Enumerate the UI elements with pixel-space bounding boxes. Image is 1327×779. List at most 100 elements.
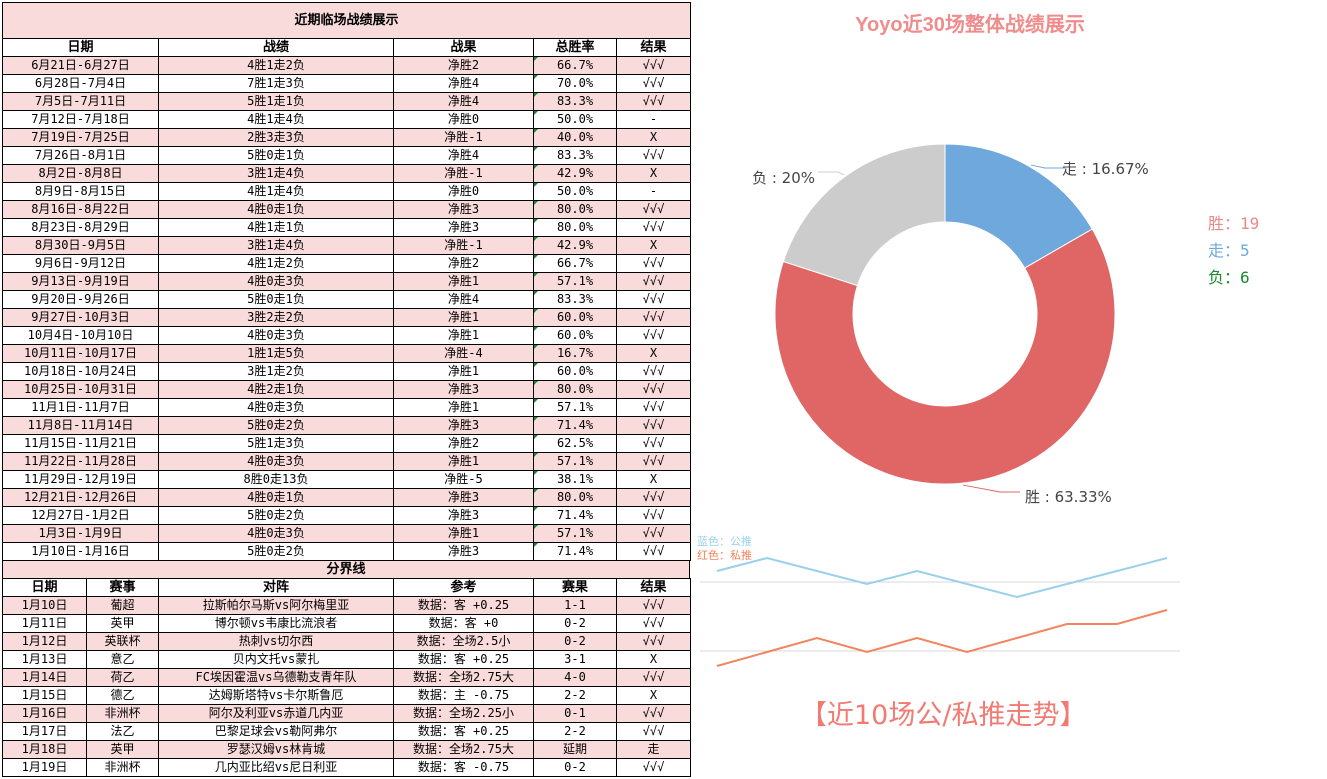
table-cell: 净胜1 (393, 362, 534, 381)
table-cell: 1-1 (533, 596, 617, 615)
table-row: 7月19日-7月25日 2胜3走3负 净胜-1 40.0% X (2, 128, 692, 147)
table-cell: 净胜1 (393, 272, 534, 291)
table-cell: √√√ (615, 146, 692, 165)
series-line-0 (716, 556, 1168, 599)
table-cell: 60.0% (533, 362, 617, 381)
table-cell: 英甲 (86, 740, 159, 759)
table-cell: X (615, 470, 692, 489)
table-cell: 3-1 (533, 650, 617, 669)
table-cell: √√√ (615, 290, 692, 309)
table-cell: 40.0% (533, 128, 617, 147)
pie-chart-title: Yoyo近30场整体战绩展示 (855, 14, 1085, 36)
table-cell: 12月21日-12月26日 (2, 488, 159, 507)
table-cell: X (616, 686, 691, 705)
table-cell: - (615, 110, 692, 129)
trend-chart (700, 556, 1180, 667)
table-row: 8月2日-8月8日 3胜1走4负 净胜-1 42.9% X (2, 164, 692, 183)
table-row: 8月23日-8月29日 4胜1走1负 净胜3 80.0% √√√ (2, 218, 692, 237)
table-cell: 净胜4 (393, 290, 534, 309)
column-header: 战绩 (158, 38, 394, 57)
series-line-1 (716, 609, 1168, 667)
table-row: 6月28日-7月4日 7胜1走3负 净胜4 70.0% √√√ (2, 74, 692, 93)
table-cell: √√√ (615, 398, 692, 417)
table-row: 7月12日-7月18日 4胜1走4负 净胜0 50.0% - (2, 110, 692, 129)
table-row: 12月27日-1月2日 5胜0走2负 净胜3 71.4% √√√ (2, 506, 692, 525)
leader-line (962, 484, 1020, 493)
table-cell: 71.4% (533, 506, 617, 525)
table-cell: 净胜-4 (393, 344, 534, 363)
table-cell: √√√ (615, 416, 692, 435)
table-cell: 意乙 (86, 650, 159, 669)
table-cell: 巴黎足球会vs勒阿弗尔 (158, 722, 394, 741)
table-cell: 83.3% (533, 146, 617, 165)
table-cell: 83.3% (533, 92, 617, 111)
table-cell: 3胜1走2负 (158, 362, 394, 381)
table-cell: 1月17日 (2, 722, 87, 741)
table-header: 日期 战绩 战果 总胜率 结果 (2, 38, 692, 57)
table-cell: √√√ (616, 614, 691, 633)
table-row: 11月29日-12月19日 8胜0走13负 净胜-5 38.1% X (2, 470, 692, 489)
table-cell: 60.0% (533, 326, 617, 345)
table-cell: √√√ (616, 632, 691, 651)
table-cell: √√√ (615, 200, 692, 219)
table-cell: √√√ (615, 308, 692, 327)
table-cell: 几内亚比绍vs尼日利亚 (158, 758, 394, 777)
table-cell: 净胜1 (393, 326, 534, 345)
table-cell: 非洲杯 (86, 758, 159, 777)
table-cell: 2-2 (533, 686, 617, 705)
table-cell: 葡超 (86, 596, 159, 615)
table-cell: 净胜4 (393, 146, 534, 165)
table-row: 1月11日 英甲 博尔顿vs韦康比流浪者 数据：客 +0 0-2 √√√ (2, 614, 691, 633)
table-cell: X (616, 650, 691, 669)
table-row: 1月18日 英甲 罗瑟汉姆vs林肯城 数据：全场2.75大 延期走 (2, 740, 691, 759)
table-row: 10月25日-10月31日 4胜2走1负 净胜3 80.0% √√√ (2, 380, 692, 399)
slice-label: 胜 : 63.33% (1025, 488, 1112, 506)
table-cell: 净胜1 (393, 398, 534, 417)
table-cell: 60.0% (533, 308, 617, 327)
table-cell: 16.7% (533, 344, 617, 363)
table-cell: 10月25日-10月31日 (2, 380, 159, 399)
table-row: 7月5日-7月11日 5胜1走1负 净胜4 83.3% √√√ (2, 92, 692, 111)
table-cell: 达姆斯塔特vs卡尔斯鲁厄 (158, 686, 394, 705)
table-cell: √√√ (615, 272, 692, 291)
table-row: 10月11日-10月17日 1胜1走5负 净胜-4 16.7% X (2, 344, 692, 363)
table-cell: 9月27日-10月3日 (2, 308, 159, 327)
table-row: 7月26日-8月1日 5胜0走1负 净胜4 83.3% √√√ (2, 146, 692, 165)
table-row: 8月30日-9月5日 3胜1走4负 净胜-1 42.9% X (2, 236, 692, 255)
table-cell: √√√ (615, 74, 692, 93)
table-cell: 6月28日-7月4日 (2, 74, 159, 93)
slice-label: 负 : 20% (752, 169, 815, 187)
table-cell: 1月16日 (2, 704, 87, 723)
table-cell: 3胜1走4负 (158, 236, 394, 255)
table-cell: 11月22日-11月28日 (2, 452, 159, 471)
table-cell: 8胜0走13负 (158, 470, 394, 489)
table-cell: 5胜0走2负 (158, 416, 394, 435)
table-cell: 非洲杯 (86, 704, 159, 723)
table-cell: 11月15日-11月21日 (2, 434, 159, 453)
table-cell: 净胜-1 (393, 128, 534, 147)
table-cell: 7月5日-7月11日 (2, 92, 159, 111)
table-cell: 法乙 (86, 722, 159, 741)
table-cell: 8月23日-8月29日 (2, 218, 159, 237)
leader-line (818, 171, 845, 176)
table-cell: √√√ (615, 218, 692, 237)
table-cell: 1月15日 (2, 686, 87, 705)
table-cell: 8月30日-9月5日 (2, 236, 159, 255)
table-cell: 10月4日-10月10日 (2, 326, 159, 345)
table-cell: 66.7% (533, 56, 617, 75)
table-cell: 净胜2 (393, 434, 534, 453)
table-header: 日期 赛事 对阵 参考 赛果 结果 (2, 578, 691, 597)
table-cell: √√√ (615, 254, 692, 273)
table-cell: 0-1 (533, 704, 617, 723)
table-cell: 净胜0 (393, 110, 534, 129)
table-cell: 9月6日-9月12日 (2, 254, 159, 273)
table-row: 12月21日-12月26日 4胜0走1负 净胜3 80.0% √√√ (2, 488, 692, 507)
table-cell: 10月11日-10月17日 (2, 344, 159, 363)
table-cell: 4胜0走1负 (158, 488, 394, 507)
table-cell: 7月26日-8月1日 (2, 146, 159, 165)
table-title: 近期临场战绩展示 (1, 2, 692, 39)
table-cell: 57.1% (533, 524, 617, 543)
table-cell: 净胜2 (393, 254, 534, 273)
pie-slice-1 (774, 228, 1116, 485)
table-row: 1月3日-1月9日 4胜0走3负 净胜1 57.1% √√√ (2, 524, 692, 543)
